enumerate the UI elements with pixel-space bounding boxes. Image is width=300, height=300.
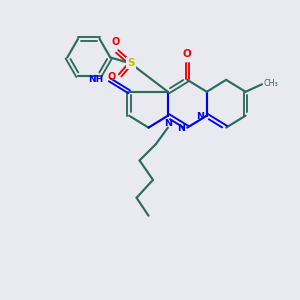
Text: S: S — [127, 58, 135, 68]
Text: O: O — [107, 71, 116, 82]
Text: N: N — [164, 118, 172, 127]
Text: NH: NH — [88, 75, 103, 84]
Text: O: O — [183, 49, 192, 59]
Text: CH₃: CH₃ — [264, 79, 278, 88]
Text: N: N — [196, 112, 204, 122]
Text: N: N — [177, 124, 185, 133]
Text: O: O — [112, 37, 120, 47]
